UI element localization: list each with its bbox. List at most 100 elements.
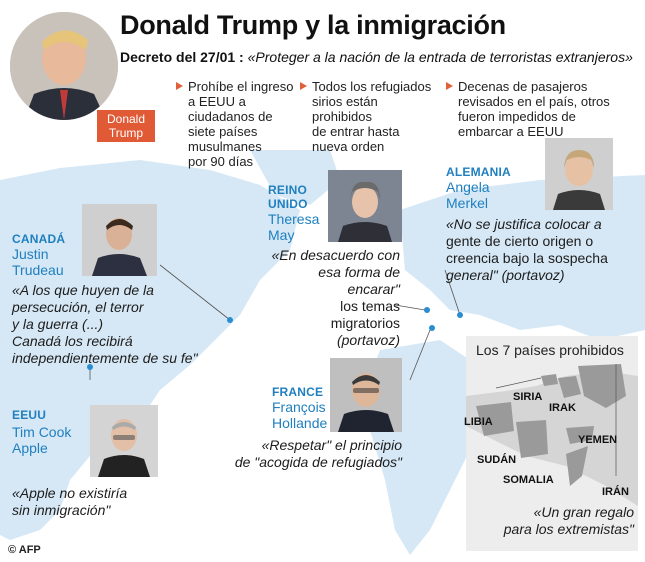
bullet-1-line: por 90 días bbox=[188, 154, 254, 169]
germany-country: ALEMANIA bbox=[446, 165, 511, 179]
uk-last-name: May bbox=[268, 227, 295, 243]
connector-germany bbox=[444, 269, 461, 316]
bullet-3-line: revisados en el país, otros bbox=[458, 94, 610, 109]
page-title: Donald Trump y la inmigración bbox=[120, 10, 506, 40]
trump-photo bbox=[10, 12, 118, 120]
quote-line: «No se justifica colocar a bbox=[446, 216, 602, 232]
usa-country: EEUU bbox=[12, 408, 47, 422]
quote-line: «Respetar" el principio bbox=[261, 437, 402, 453]
afp-credit: © AFP bbox=[8, 544, 41, 556]
trudeau-photo bbox=[82, 204, 157, 276]
bullet-1-line: Prohíbe el ingreso bbox=[188, 79, 294, 94]
usa-quote: «Apple no existiría sin inmigración" bbox=[12, 485, 127, 519]
eurasia-landmass bbox=[400, 175, 645, 340]
inset-title: Los 7 países prohibidos bbox=[476, 342, 624, 358]
label-irak: IRAK bbox=[549, 402, 576, 414]
germany-label: ALEMANIA Angela Merkel bbox=[446, 165, 511, 211]
france-country: FRANCE bbox=[272, 385, 324, 399]
canada-first-name: Justin bbox=[12, 246, 49, 262]
canada-label: CANADÁ Justin Trudeau bbox=[12, 232, 65, 278]
iran-quote: «Un gran regalo para los extremistas" bbox=[472, 504, 634, 538]
label-siria: SIRIA bbox=[513, 391, 543, 403]
world-map bbox=[0, 150, 645, 555]
bullet-3-line: fueron impedidos de bbox=[458, 109, 576, 124]
quote-line: de "acogida de refugiados" bbox=[234, 454, 402, 470]
decree-line: Decreto del 27/01 : «Proteger a la nació… bbox=[120, 49, 633, 65]
quote-line: «Apple no existiría bbox=[12, 485, 128, 501]
germany-last-name: Merkel bbox=[446, 195, 489, 211]
trump-last-name: Trump bbox=[108, 126, 144, 140]
sudan-shape bbox=[516, 420, 548, 458]
trump-name-tag: Donald Trump bbox=[97, 110, 155, 142]
canada-quote: «A los que huyen de la persecución, el t… bbox=[12, 282, 198, 367]
connector-canada bbox=[159, 264, 231, 321]
bullet-1: Prohíbe el ingreso a EEUU a ciudadanos d… bbox=[176, 79, 294, 169]
bullet-1-line: a EEUU a bbox=[188, 94, 246, 109]
bullet-2-line: nueva orden bbox=[312, 139, 385, 154]
usa-first-name: Tim Cook bbox=[12, 424, 72, 440]
siria-shape bbox=[541, 374, 558, 386]
quote-line: persecución, el terror bbox=[12, 299, 144, 315]
uk-country-2: UNIDO bbox=[268, 197, 308, 211]
bullet-2-line: sirios están bbox=[312, 94, 378, 109]
germany-quote: «No se justifica colocar a gente de cier… bbox=[446, 216, 608, 284]
bullet-3: Decenas de pasajeros revisados en el paí… bbox=[446, 79, 610, 139]
quote-line: independientemente de su fe" bbox=[12, 350, 198, 366]
france-last-name: Hollande bbox=[272, 415, 328, 431]
quote-line: y la guerra (...) bbox=[12, 316, 104, 332]
middle-east-map bbox=[466, 364, 638, 506]
bullet-2-line: Todos los refugiados bbox=[312, 79, 432, 94]
usa-label: EEUU Tim Cook Apple bbox=[12, 408, 71, 456]
quote-line: (portavoz) bbox=[336, 332, 400, 348]
canada-last-name: Trudeau bbox=[12, 262, 64, 278]
label-yemen: YEMEN bbox=[578, 434, 618, 446]
bullet-2: Todos los refugiados sirios están prohib… bbox=[300, 79, 432, 154]
francois-hollande-photo bbox=[330, 358, 402, 432]
usa-last-name: Apple bbox=[12, 440, 48, 456]
dot-ottawa bbox=[227, 317, 233, 323]
label-sudan: SUDÁN bbox=[477, 454, 517, 466]
decree-quote: «Proteger a la nación de la entrada de t… bbox=[247, 49, 633, 65]
quote-line: los temas migratorios bbox=[330, 298, 400, 331]
connector-uk bbox=[394, 304, 426, 311]
irak-shape bbox=[558, 376, 581, 398]
banned-countries-inset: Los 7 países prohibidos SIRIA IRAK LIBIA… bbox=[464, 336, 638, 551]
connector-france bbox=[409, 329, 431, 381]
quote-line: Canadá los recibirá bbox=[12, 333, 133, 349]
iran-shape bbox=[578, 364, 626, 408]
north-america-landmass bbox=[0, 160, 300, 540]
quote-line: «En desacuerdo con bbox=[271, 247, 400, 263]
dot-paris bbox=[429, 325, 435, 331]
quote-line: «A los que huyen de la bbox=[12, 282, 154, 298]
france-label: FRANCE François Hollande bbox=[272, 385, 327, 431]
decree-label: Decreto del 27/01 : bbox=[120, 49, 244, 65]
quote-line: creencia bajo la sospecha bbox=[446, 250, 608, 266]
dot-berlin bbox=[457, 312, 463, 318]
uk-first-name: Theresa bbox=[268, 211, 320, 227]
uk-country-1: REINO bbox=[268, 183, 308, 197]
france-quote: «Respetar" el principio de "acogida de r… bbox=[232, 437, 402, 471]
label-iran: IRÁN bbox=[602, 486, 629, 498]
uk-label: REINO UNIDO Theresa May bbox=[268, 183, 319, 243]
bullet-1-line: siete países bbox=[188, 124, 258, 139]
angela-merkel-photo bbox=[545, 138, 613, 210]
quote-line: «Un gran regalo bbox=[533, 504, 634, 520]
quote-line: esa forma de encarar" bbox=[318, 264, 400, 297]
trump-first-name: Donald bbox=[106, 112, 146, 126]
france-first-name: François bbox=[272, 399, 326, 415]
label-somalia: SOMALIA bbox=[503, 474, 554, 486]
bullet-2-line: prohibidos bbox=[312, 109, 372, 124]
bullet-3-line: Decenas de pasajeros bbox=[458, 79, 588, 94]
bullet-1-line: ciudadanos de bbox=[188, 109, 273, 124]
label-libia: LIBIA bbox=[464, 416, 493, 428]
libia-shape bbox=[476, 402, 514, 436]
bullet-1-line: musulmanes bbox=[188, 139, 262, 154]
tim-cook-photo bbox=[90, 405, 158, 477]
bullet-2-line: de entrar hasta bbox=[312, 124, 400, 139]
arrow-icon bbox=[300, 82, 307, 90]
greenland-landmass bbox=[250, 150, 340, 205]
somalia-shape bbox=[566, 446, 588, 486]
yemen-shape bbox=[566, 426, 594, 444]
bullet-3-line: embarcar a EEUU bbox=[458, 124, 564, 139]
germany-first-name: Angela bbox=[446, 179, 490, 195]
